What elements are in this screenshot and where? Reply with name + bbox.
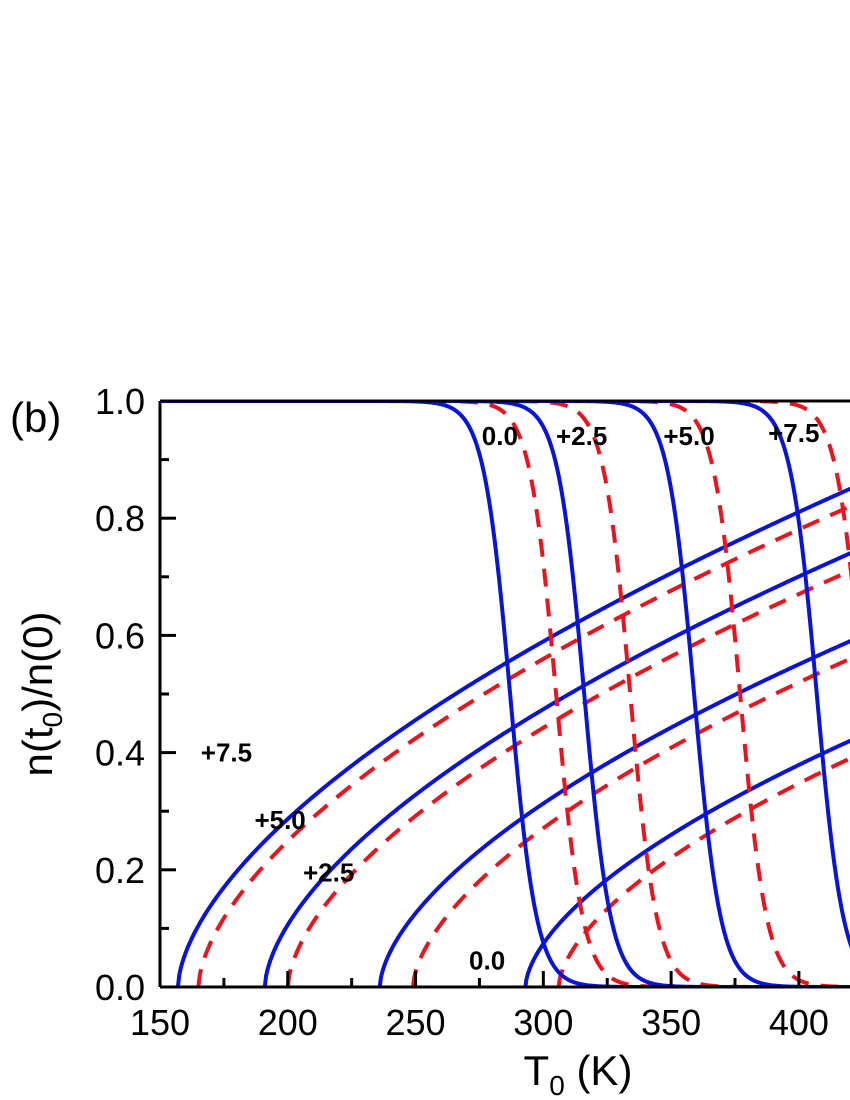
x-axis-title: T0 (K) [524, 1047, 633, 1100]
curve-label: +2.5 [556, 421, 607, 451]
falling-solid-curve-1 [160, 401, 850, 987]
x-tick-label: 400 [769, 1002, 829, 1043]
x-tick-label: 350 [641, 1002, 701, 1043]
y-tick-label: 0.4 [95, 733, 145, 774]
curve-label: 0.0 [482, 421, 518, 451]
falling-solid-curve-3 [160, 401, 850, 949]
rising-dashed-curve-0 [196, 504, 850, 987]
curve-label: +7.5 [201, 737, 252, 767]
axes: 150 200 250 300 350 400 0.0 0.2 0.4 0.6 0.8 1.0 T0 (… [14, 381, 850, 1100]
x-tick-label: 300 [513, 1002, 573, 1043]
y-tick-label: 0.6 [95, 615, 145, 656]
x-tick-label: 150 [130, 1002, 190, 1043]
falling-dashed-curve-3 [160, 401, 850, 582]
panel-label: (b) [10, 394, 61, 441]
curve-label: +7.5 [768, 418, 819, 448]
curve-label: +5.0 [663, 421, 714, 451]
rising-solid-curve-3 [523, 738, 850, 987]
rising-solid-curve-1 [262, 551, 850, 987]
rising-dashed-curve-1 [285, 568, 850, 987]
falling-dashed-curve-1 [160, 401, 850, 987]
rising-solid-curve-2 [377, 639, 850, 987]
y-tick-label: 0.0 [95, 967, 145, 1008]
falling-solid-curve-2 [160, 401, 850, 987]
labels: 0.0 +2.5 +5.0 +7.5 +7.5 +5.0 +2.5 0.0 [201, 418, 820, 975]
y-tick-label: 0.2 [95, 850, 145, 891]
curves [160, 401, 850, 987]
falling-solid-curve-0 [160, 401, 850, 987]
y-tick-label: 0.8 [95, 498, 145, 539]
curve-label: +2.5 [303, 858, 354, 888]
x-tick-label: 250 [386, 1002, 446, 1043]
curve-label: 0.0 [469, 945, 505, 975]
y-axis-title: n(t0)/n(0) [14, 612, 68, 777]
curve-label: +5.0 [254, 805, 305, 835]
y-tick-label: 1.0 [95, 381, 145, 422]
x-tick-label: 200 [258, 1002, 318, 1043]
falling-dashed-curve-2 [160, 401, 850, 987]
falling-dashed-curve-0 [160, 401, 850, 987]
rising-dashed-curve-2 [411, 656, 850, 987]
